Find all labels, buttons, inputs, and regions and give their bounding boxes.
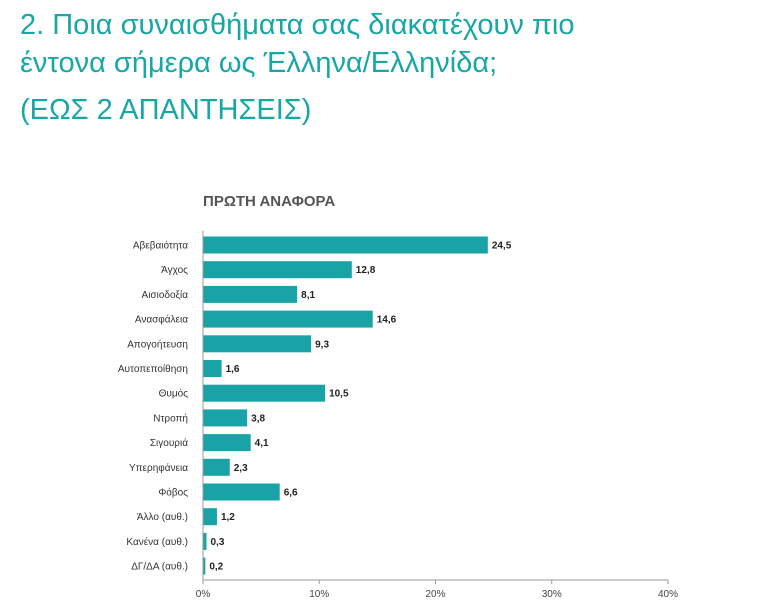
category-label: Υπερηφάνεια (129, 462, 188, 474)
data-label: 1,6 (226, 364, 240, 375)
category-label: Ντροπή (153, 412, 188, 424)
category-label: Κανένα (αυθ.) (126, 536, 188, 548)
category-label: Φόβος (158, 487, 188, 499)
data-label: 6,6 (284, 488, 298, 499)
bar (203, 310, 373, 328)
data-label: 3,8 (251, 413, 265, 424)
category-label: Άγχος (161, 265, 188, 276)
category-label: ΔΓ/ΔΑ (αυθ.) (131, 562, 188, 573)
category-label: Σιγουριά (150, 437, 188, 449)
category-label: Απογοήτευση (127, 338, 188, 350)
x-tick-label: 40% (658, 589, 678, 600)
data-label: 4,1 (255, 438, 269, 449)
title-line-1: 2. Ποια συναισθήματα σας διακατέχουν πιο (20, 9, 575, 41)
bar (203, 483, 280, 501)
x-tick-label: 20% (425, 589, 445, 600)
title-line-2: έντονα σήμερα ως Έλληνα/Ελληνίδα; (20, 47, 498, 79)
data-label: 14,6 (377, 315, 397, 326)
category-label: Ανασφάλεια (135, 314, 188, 326)
x-tick-label: 0% (196, 589, 211, 600)
bar (203, 458, 230, 476)
bar (203, 508, 217, 526)
bar (203, 434, 251, 452)
page-subtitle: (ΕΩΣ 2 ΑΠΑΝΤΗΣΕΙΣ) (20, 94, 312, 126)
bar (203, 557, 206, 575)
category-label: Άλλο (αυθ.) (137, 512, 188, 523)
data-label: 24,5 (492, 241, 512, 252)
category-label: Αυτοπεποίθηση (118, 363, 188, 375)
bar (203, 335, 312, 353)
page-title: 2. Ποια συναισθήματα σας διακατέχουν πιο… (20, 6, 760, 82)
data-label: 9,3 (315, 339, 329, 350)
data-label: 12,8 (356, 265, 376, 276)
data-label: 1,2 (221, 512, 235, 523)
data-label: 0,2 (209, 562, 223, 573)
x-tick-label: 10% (309, 589, 329, 600)
bar (203, 236, 488, 254)
data-label: 0,3 (210, 537, 224, 548)
bar (203, 261, 352, 279)
x-tick-label: 30% (542, 589, 562, 600)
data-label: 2,3 (234, 463, 248, 474)
bar (203, 532, 207, 550)
data-label: 10,5 (329, 389, 349, 400)
bar (203, 360, 222, 377)
chart-title: ΠΡΩΤΗ ΑΝΑΦΟΡΑ (203, 193, 335, 210)
category-label: Θυμός (159, 388, 189, 400)
category-label: Αβεβαιότητα (133, 240, 188, 252)
bar (203, 285, 298, 303)
bar (203, 384, 326, 402)
category-label: Αισιοδοξία (142, 289, 189, 301)
data-label: 8,1 (301, 290, 315, 301)
bar (203, 409, 248, 427)
